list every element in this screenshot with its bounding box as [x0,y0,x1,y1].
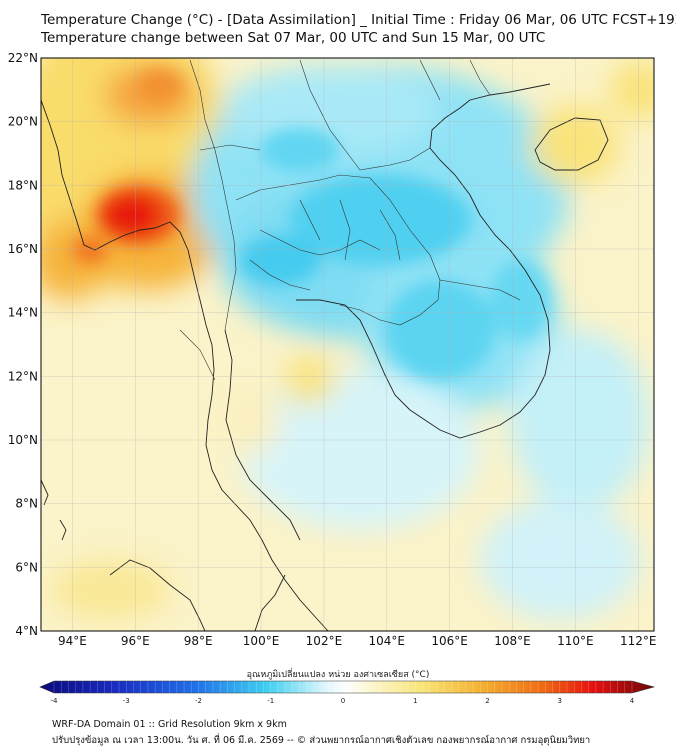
lat-label: 14°N [8,306,38,320]
latitude-labels: 22°N 20°N 18°N 16°N 14°N 12°N 10°N 8°N 6°N 4°N [8,51,38,638]
map-subtitle: Temperature change between Sat 07 Mar, 0… [41,30,546,46]
lat-label: 4°N [15,624,38,638]
footer-model-info: WRF-DA Domain 01 :: Grid Resolution 9km … [52,719,287,730]
lon-label: 98°E [184,634,213,648]
lon-label: 110°E [557,634,594,648]
map-title: Temperature Change (°C) - [Data Assimila… [41,12,676,28]
colorbar-tick-label: -2 [195,697,202,705]
lat-label: 10°N [8,433,38,447]
colorbar-tick-label: -4 [51,697,59,705]
temperature-field [41,58,654,631]
lat-label: 6°N [15,560,38,574]
lat-label: 16°N [8,242,38,256]
lon-label: 112°E [620,634,657,648]
lon-label: 100°E [243,634,280,648]
lat-label: 22°N [8,51,38,65]
colorbar-tick-label: 0 [341,697,345,705]
coastlines [41,83,609,631]
borders [179,59,521,381]
lon-label: 102°E [306,634,343,648]
colorbar-tick-label: 3 [558,697,562,705]
lat-label: 20°N [8,115,38,129]
lat-label: 12°N [8,369,38,383]
colorbar: -4 -3 -2 -1 0 1 2 3 4 [39,680,656,705]
plot-frame [40,57,655,632]
colorbar-tick-label: 4 [630,697,635,705]
colorbar-bar [39,680,656,694]
lon-label: 106°E [431,634,468,648]
colorbar-title: อุณหภูมิเปลี่ยนแปลง หน่วย องศาเซลเซียส (… [246,670,430,680]
lon-label: 96°E [121,634,150,648]
longitude-labels: 94°E 96°E 98°E 100°E 102°E 104°E 106°E 108°E 110… [58,634,657,648]
colorbar-tick-label: -1 [267,697,274,705]
footer-update-info: ปรับปรุงข้อมูล ณ เวลา 13:00น. วัน ศ. ที่… [52,735,591,746]
lat-label: 18°N [8,178,38,192]
lon-label: 94°E [58,634,87,648]
lon-label: 108°E [494,634,531,648]
lon-label: 104°E [369,634,406,648]
lat-label: 8°N [15,497,38,511]
colorbar-tick-label: -3 [123,697,130,705]
colorbar-tick-label: 1 [413,697,417,705]
colorbar-tick-label: 2 [485,697,489,705]
